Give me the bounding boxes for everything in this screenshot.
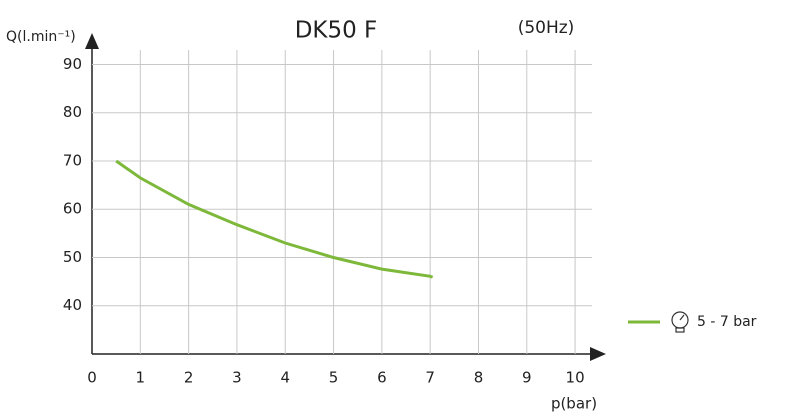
x-tick-label: 0 <box>87 369 97 387</box>
x-tick-label: 1 <box>136 369 146 387</box>
x-tick-label: 9 <box>522 369 532 387</box>
x-tick-label: 4 <box>280 369 290 387</box>
x-tick-label: 8 <box>474 369 484 387</box>
y-tick-label: 40 <box>63 296 82 314</box>
x-tick-label: 5 <box>329 369 339 387</box>
y-tick-label: 70 <box>63 151 82 169</box>
y-tick-label: 50 <box>63 248 82 266</box>
x-tick-label: 10 <box>566 369 585 387</box>
chart-subtitle: (50Hz) <box>518 18 575 38</box>
line-series <box>115 159 434 279</box>
x-tick-label: 3 <box>232 369 242 387</box>
x-axis-label: p(bar) <box>551 395 597 413</box>
chart-title: DK50 F <box>295 18 378 44</box>
legend-icon <box>671 311 689 333</box>
x-tick-label: 2 <box>184 369 194 387</box>
x-tick-label: 6 <box>377 369 387 387</box>
y-axis-label: Q(l.min⁻¹) <box>6 29 76 45</box>
y-tick-label: 80 <box>63 103 82 121</box>
legend-label: 5 - 7 bar <box>697 314 757 330</box>
y-tick-label: 60 <box>63 200 82 218</box>
x-axis-arrow <box>590 347 606 361</box>
y-axis-arrow <box>85 33 99 49</box>
y-tick-label: 90 <box>63 55 82 73</box>
x-tick-label: 7 <box>425 369 435 387</box>
